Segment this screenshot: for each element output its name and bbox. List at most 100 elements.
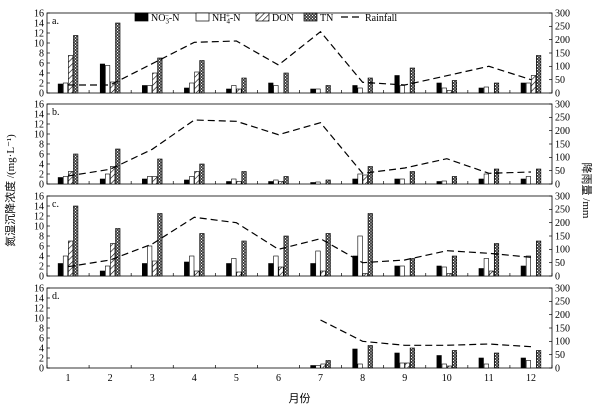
right-tick-label: 50: [555, 258, 565, 269]
bar-tn: [283, 72, 289, 94]
bar-don: [362, 174, 368, 185]
bar-tn: [283, 235, 289, 277]
left-tick-label: 14: [34, 201, 44, 212]
panel-label: c.: [52, 199, 59, 210]
bar-no3: [268, 263, 274, 277]
bar-no3: [310, 365, 316, 369]
x-tick-label: 1: [66, 373, 71, 384]
bar-no3: [226, 181, 232, 185]
bar-don: [320, 363, 326, 369]
bar-tn: [241, 240, 247, 277]
bar-don: [278, 181, 284, 185]
left-tick-label: 2: [39, 78, 44, 89]
bar-don: [194, 270, 200, 277]
right-tick-label: 150: [555, 139, 570, 150]
bar-nh4: [315, 250, 321, 277]
rainfall-line: [320, 319, 532, 348]
right-tick-label: 300: [555, 8, 570, 19]
bar-tn: [73, 205, 79, 277]
bar-tn: [199, 163, 205, 185]
x-tick-label: 2: [108, 373, 113, 384]
bar-no3: [57, 177, 63, 185]
right-tick-label: 250: [555, 22, 570, 33]
bar-no3: [436, 82, 442, 94]
rainfall-line: [67, 119, 532, 177]
bar-tn: [409, 258, 415, 277]
left-tick-label: 16: [34, 99, 44, 110]
left-tick-label: 6: [39, 149, 44, 160]
bar-no3: [352, 255, 358, 277]
right-tick-label: 200: [555, 126, 570, 137]
bar-tn: [325, 360, 331, 369]
bar-nh4: [189, 176, 195, 185]
bar-nh4: [441, 87, 447, 94]
right-tick-label: 100: [555, 245, 570, 256]
rainfall-line: [68, 30, 532, 86]
left-tick-label: 0: [39, 179, 44, 190]
bar-nh4: [105, 65, 111, 94]
left-tick-label: 10: [34, 221, 44, 232]
bar-no3: [184, 261, 190, 277]
bar-don: [194, 71, 200, 94]
bar-tn: [536, 55, 542, 94]
bar-nh4: [525, 255, 531, 277]
right-tick-label: 300: [555, 283, 570, 294]
left-tick-label: 10: [34, 38, 44, 49]
bar-tn: [73, 35, 79, 94]
bar-nh4: [273, 85, 279, 94]
bar-nh4: [231, 178, 237, 185]
bar-no3: [226, 263, 232, 277]
panel-label: d.: [52, 291, 60, 302]
bar-no3: [520, 178, 526, 185]
bar-no3: [57, 83, 63, 94]
left-tick-label: 10: [34, 129, 44, 140]
bar-tn: [199, 233, 205, 277]
bar-tn: [241, 171, 247, 185]
bar-tn: [493, 82, 500, 94]
bar-tn: [157, 158, 163, 185]
left-tick-label: 12: [34, 28, 44, 39]
bar-nh4: [62, 176, 69, 185]
bar-nh4: [105, 265, 111, 277]
right-tick-label: 50: [555, 350, 565, 361]
x-tick-label: 11: [484, 373, 494, 384]
bar-no3: [184, 87, 190, 94]
bar-don: [404, 362, 410, 369]
left-tick-label: 4: [39, 68, 44, 79]
bar-tn: [157, 213, 163, 277]
bar-don: [236, 181, 242, 185]
bar-no3: [352, 85, 358, 94]
left-tick-label: 2: [39, 353, 44, 364]
bar-nh4: [483, 363, 489, 369]
bar-don: [152, 260, 158, 277]
bar-don: [68, 171, 74, 185]
bar-tn: [367, 77, 373, 94]
bar-tn: [73, 153, 79, 185]
right-tick-label: 150: [555, 231, 570, 242]
bar-nh4: [399, 265, 405, 277]
panel-label: a.: [52, 16, 59, 27]
left-tick-label: 16: [34, 283, 44, 294]
bar-no3: [478, 357, 484, 369]
bar-tn: [115, 228, 121, 277]
bar-nh4: [399, 178, 405, 185]
bar-nh4: [273, 255, 279, 277]
left-tick-label: 4: [39, 251, 44, 262]
x-tick-label: 8: [360, 373, 365, 384]
bar-no3: [394, 265, 400, 277]
right-tick-label: 50: [555, 166, 565, 177]
right-tick-label: 250: [555, 205, 570, 216]
bar-no3: [142, 178, 148, 185]
bar-no3: [184, 179, 190, 185]
left-tick-label: 14: [34, 293, 44, 304]
right-tick-label: 300: [555, 99, 570, 110]
bar-nh4: [147, 245, 153, 277]
bar-no3: [310, 182, 316, 185]
bar-don: [68, 240, 74, 277]
bar-no3: [310, 88, 316, 94]
bar-tn: [409, 67, 415, 94]
bar-no3: [99, 178, 106, 185]
bar-don: [278, 266, 284, 277]
bar-no3: [436, 265, 442, 277]
bar-nh4: [62, 255, 69, 277]
